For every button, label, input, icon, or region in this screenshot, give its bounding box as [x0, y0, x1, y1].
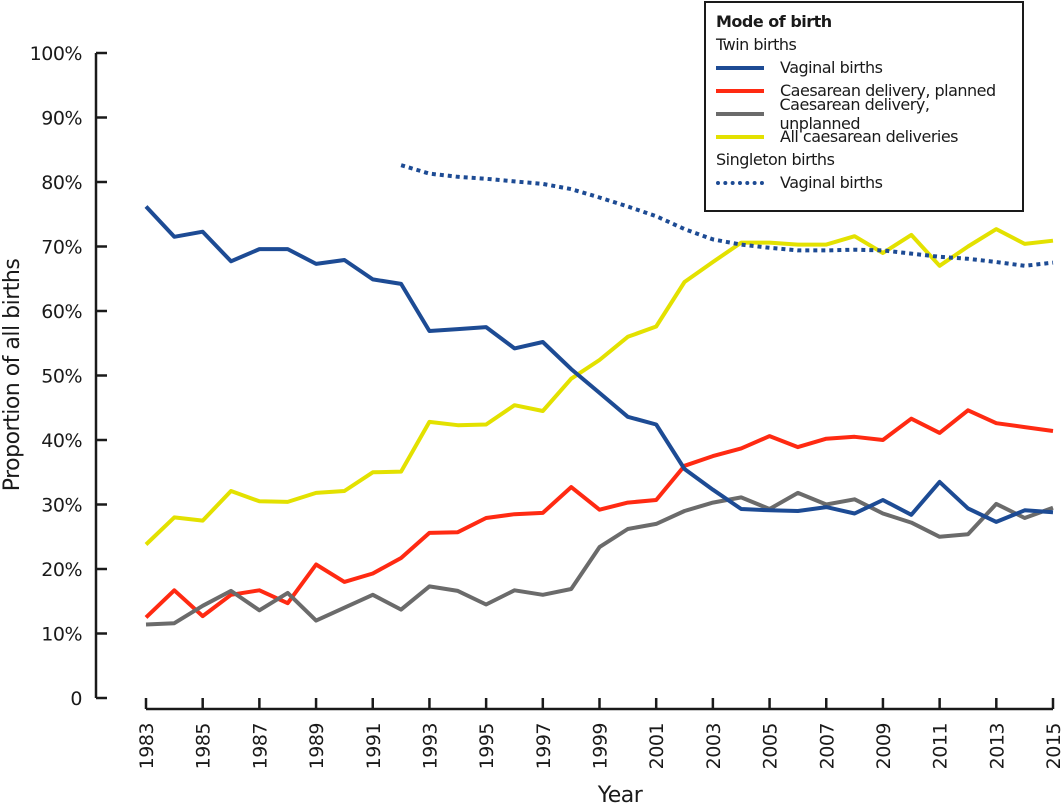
legend-swatch-singleton-vaginal — [716, 180, 764, 185]
x-tick-label: 1989 — [306, 723, 328, 769]
series-caesarean-unplanned — [145, 490, 1054, 627]
legend-item-caesarean-planned: Caesarean delivery, planned — [716, 79, 1012, 102]
y-tick-label: 20% — [41, 559, 82, 581]
y-axis-title: Proportion of all births — [0, 259, 25, 492]
series-caesarean-planned — [144, 408, 1054, 619]
x-axis-title: Year — [597, 783, 644, 806]
x-tick-label: 2001 — [646, 723, 668, 769]
series-layer — [144, 163, 1054, 627]
legend: Mode of birth Twin births Vaginal births… — [704, 1, 1024, 212]
y-tick-label: 0 — [70, 688, 82, 710]
y-tick-label: 100% — [30, 43, 82, 65]
x-tick-label: 1995 — [476, 723, 498, 769]
series-twin-vaginal-births — [144, 205, 1054, 524]
x-tick-label: 1985 — [193, 723, 215, 769]
legend-item-singleton-vaginal: Vaginal births — [716, 171, 1012, 194]
x-tick-label: 2015 — [1043, 723, 1064, 769]
legend-label: All caesarean deliveries — [780, 127, 959, 146]
x-axis: 1983 1985 1987 1989 1991 1993 1995 1997 1999 2001… — [136, 698, 1064, 769]
legend-item-all-caesarean: All caesarean deliveries — [716, 125, 1012, 148]
y-tick-label: 80% — [41, 172, 82, 194]
legend-swatch-twin-vaginal — [716, 65, 764, 70]
x-tick-label: 2009 — [873, 723, 895, 769]
x-tick-label: 2005 — [760, 723, 782, 769]
legend-label: Caesarean delivery, unplanned — [779, 94, 930, 133]
y-tick-label: 70% — [41, 237, 82, 259]
y-tick-label: 50% — [41, 366, 82, 388]
x-tick-label: 1987 — [249, 723, 271, 769]
legend-group-twin: Twin births — [716, 35, 797, 54]
x-tick-label: 1991 — [363, 723, 385, 769]
legend-swatch-caesarean-planned — [716, 88, 764, 93]
x-tick-label: 1993 — [419, 723, 441, 769]
legend-group-singleton: Singleton births — [716, 150, 835, 169]
y-axis: 0 10% 20% 30% 40% 50% 60% 70% 80% 90% 100% — [30, 43, 107, 710]
x-tick-label: 2007 — [816, 723, 838, 769]
series-all-caesarean — [144, 227, 1054, 546]
legend-swatch-caesarean-unplanned — [716, 111, 764, 116]
y-tick-label: 60% — [41, 301, 82, 323]
y-tick-label: 90% — [41, 108, 82, 130]
legend-item-twin-vaginal: Vaginal births — [716, 56, 1012, 79]
legend-title: Mode of birth — [716, 12, 832, 31]
x-tick-label: 2003 — [703, 723, 725, 769]
x-tick-label: 1983 — [136, 723, 158, 769]
legend-label: Caesarean delivery, planned — [780, 81, 996, 100]
y-tick-label: 30% — [41, 495, 82, 517]
legend-item-caesarean-unplanned: Caesarean delivery, unplanned — [716, 95, 1012, 133]
x-tick-label: 2013 — [986, 723, 1008, 769]
x-tick-label: 1997 — [533, 723, 555, 769]
legend-swatch-all-caesarean — [716, 134, 764, 139]
legend-label: Vaginal births — [780, 173, 883, 192]
series-singleton-vaginal-births — [400, 163, 1054, 268]
x-tick-label: 1999 — [590, 723, 612, 769]
y-tick-label: 10% — [41, 624, 82, 646]
legend-label: Vaginal births — [780, 58, 883, 77]
y-tick-label: 40% — [41, 430, 82, 452]
x-tick-label: 2011 — [930, 723, 952, 769]
